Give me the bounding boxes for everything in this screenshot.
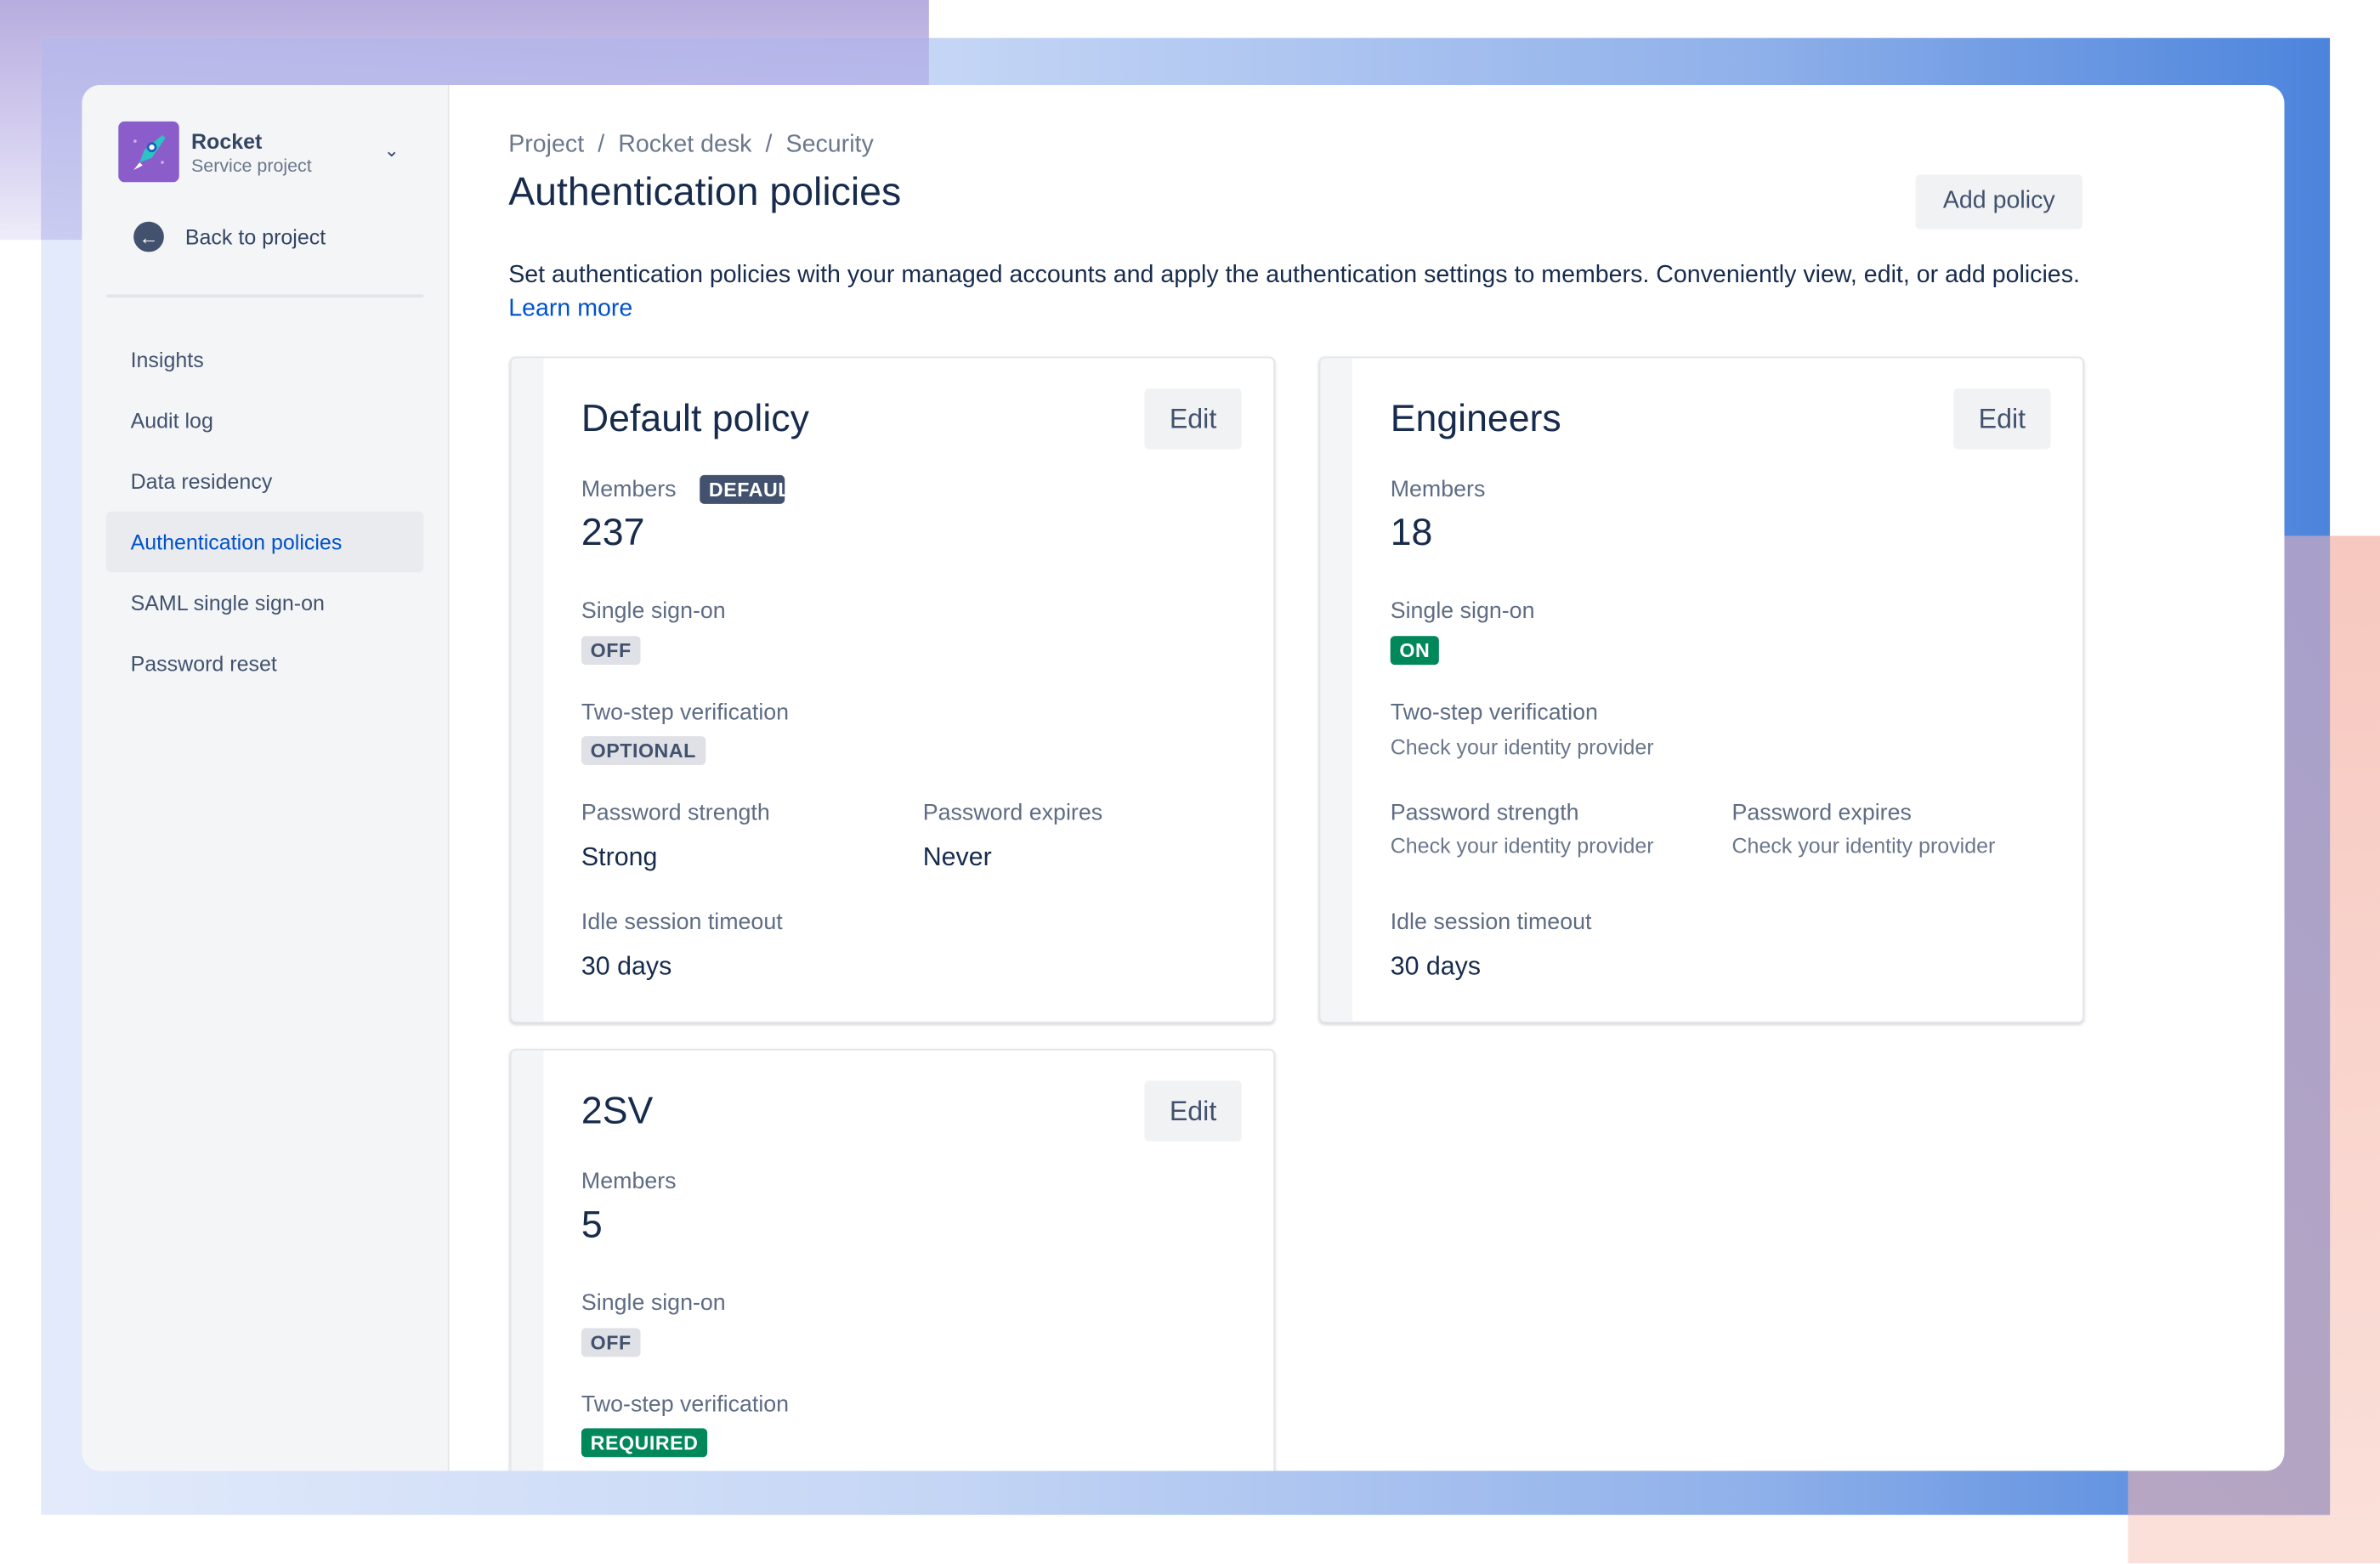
add-policy-button[interactable]: Add policy [1915, 174, 2082, 230]
password-strength-value: Check your identity provider [1390, 833, 1654, 858]
sso-status-badge: ON [1390, 636, 1440, 666]
project-type: Service project [190, 154, 312, 176]
breadcrumb-security[interactable]: Security [785, 132, 874, 158]
breadcrumb-project[interactable]: Project [508, 132, 585, 158]
edit-button[interactable]: Edit [1144, 388, 1242, 450]
members-count: 237 [581, 511, 645, 554]
sidebar-item-insights[interactable]: Insights [130, 347, 204, 372]
policy-card-engineers: Engineers Edit Members 18 Single sign-on… [1318, 356, 2084, 1023]
app-window: Rocket Service project ⌄ ← Back to proje… [82, 84, 2285, 1471]
back-to-project-link[interactable]: ← Back to project [133, 221, 326, 252]
main-content: Project / Rocket desk / Security Authenticat… [450, 85, 2285, 1471]
sso-label: Single sign-on [1390, 598, 1535, 624]
sidebar-nav: Insights Audit log Data residency Authen… [105, 329, 424, 694]
password-strength-label: Password strength [1390, 800, 1579, 826]
project-switcher[interactable]: Rocket Service project [118, 121, 312, 183]
idle-timeout-label: Idle session timeout [581, 909, 783, 935]
rocket-logo-icon [118, 121, 179, 183]
two-step-status-badge: REQUIRED [581, 1428, 708, 1458]
idle-timeout-value: 30 days [1390, 951, 1482, 981]
edit-button[interactable]: Edit [1144, 1080, 1242, 1142]
members-label: Members [581, 476, 677, 503]
sidebar-item-authentication-policies[interactable]: Authentication policies [105, 511, 424, 573]
project-name: Rocket [190, 128, 263, 153]
sidebar-item-data-residency[interactable]: Data residency [130, 468, 273, 494]
members-count: 18 [1390, 511, 1433, 554]
page-description: Set authentication policies with your ma… [508, 259, 2094, 326]
breadcrumb-rocket-desk[interactable]: Rocket desk [618, 132, 752, 158]
sso-status-badge: OFF [581, 636, 641, 666]
two-step-status-badge: OPTIONAL [581, 736, 706, 765]
two-step-label: Two-step verification [1390, 700, 1598, 726]
learn-more-link[interactable]: Learn more [508, 296, 633, 322]
back-label: Back to project [184, 224, 326, 249]
chevron-down-icon[interactable]: ⌄ [383, 139, 400, 162]
breadcrumb: Project / Rocket desk / Security [508, 132, 874, 158]
idle-timeout-label: Idle session timeout [1390, 909, 1592, 935]
policy-name: 2SV [581, 1090, 654, 1133]
policy-card-2sv: 2SV Edit Members 5 Single sign-on OFF Tw… [509, 1048, 1275, 1471]
description-text: Set authentication policies with your ma… [508, 262, 2080, 289]
sidebar-item-password-reset[interactable]: Password reset [130, 651, 277, 676]
members-label: Members [581, 1168, 677, 1195]
members-label: Members [1390, 476, 1486, 503]
two-step-value: Check your identity provider [1390, 734, 1654, 759]
sidebar-item-saml-sso[interactable]: SAML single sign-on [130, 590, 325, 615]
members-count: 5 [581, 1204, 603, 1247]
divider [105, 294, 424, 298]
page-title: Authentication policies [508, 168, 902, 214]
policy-name: Default policy [581, 397, 809, 440]
two-step-label: Two-step verification [581, 700, 790, 726]
policy-card-default: Default policy Edit Members DEFAULT 237 … [509, 356, 1275, 1023]
password-expires-label: Password expires [922, 800, 1103, 826]
password-expires-value: Never [922, 842, 992, 871]
sso-label: Single sign-on [581, 598, 726, 624]
password-strength-label: Password strength [581, 800, 770, 826]
password-expires-label: Password expires [1731, 800, 1912, 826]
idle-timeout-value: 30 days [581, 951, 672, 981]
two-step-label: Two-step verification [581, 1391, 790, 1418]
sidebar-item-audit-log[interactable]: Audit log [130, 408, 213, 433]
default-badge: DEFAULT [700, 474, 785, 504]
password-expires-value: Check your identity provider [1731, 833, 1996, 858]
policy-name: Engineers [1390, 397, 1561, 440]
sso-label: Single sign-on [581, 1289, 726, 1317]
arrow-left-icon: ← [133, 221, 164, 252]
password-strength-value: Strong [581, 842, 658, 871]
sidebar: Rocket Service project ⌄ ← Back to proje… [82, 84, 450, 1471]
sso-status-badge: OFF [581, 1328, 641, 1357]
edit-button[interactable]: Edit [1953, 388, 2051, 450]
